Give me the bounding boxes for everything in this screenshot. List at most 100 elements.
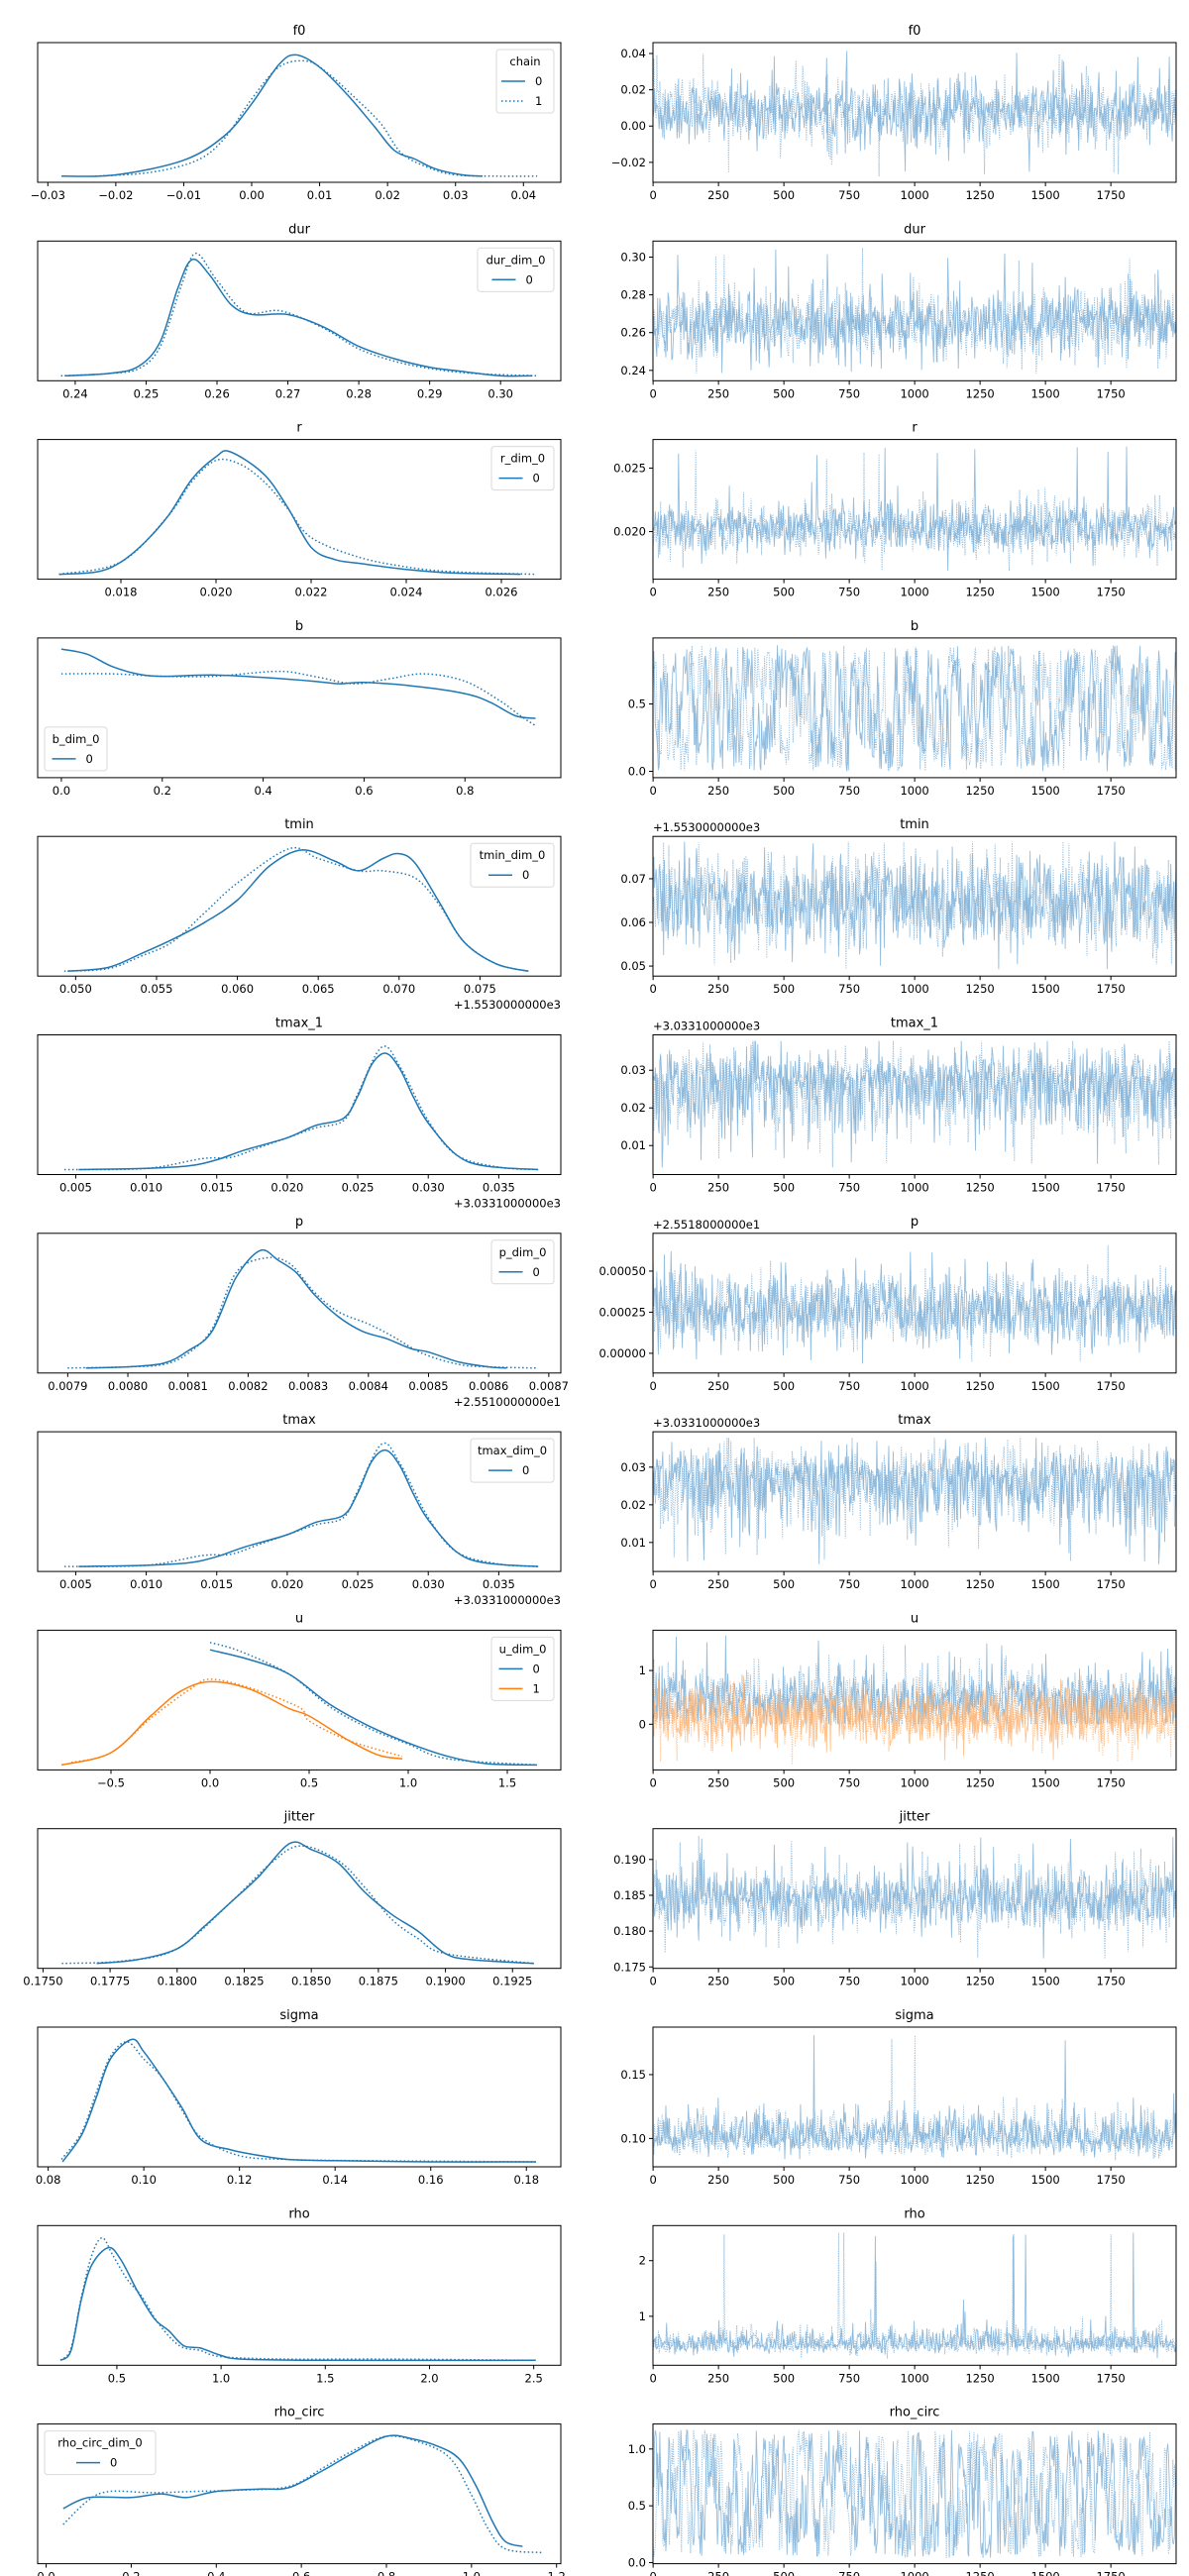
legend-title: r_dim_0 [500, 452, 545, 466]
x-tick-label: 0 [649, 1181, 656, 1195]
kde-axes-frame [37, 240, 562, 381]
x-tick-label: 0 [649, 2371, 656, 2385]
trace-axes-frame [652, 439, 1177, 581]
y-tick-label: 0.06 [620, 915, 646, 929]
x-tick-label: 0.6 [292, 2570, 310, 2576]
x-tick-label: 0 [649, 2173, 656, 2187]
y-tick-label: 0.01 [620, 1536, 646, 1550]
kde-axes-frame [37, 1629, 562, 1771]
kde-line-r-0 [58, 450, 521, 576]
x-tick-label: 0.8 [456, 784, 474, 798]
row-r: r 0.018 0.020 0.022 0.024 0.026 r_dim_0 0 r 0.020… [37, 421, 1177, 599]
trace-axes-frame [652, 1828, 1177, 1970]
x-tick-label: 1750 [1096, 386, 1125, 400]
kde-axes-frame [37, 1233, 562, 1374]
x-tick-label: 1000 [900, 1577, 928, 1591]
x-tick-label: 0.26 [204, 386, 230, 400]
legend: tmax_dim_0 0 [470, 1438, 555, 1483]
x-tick-label: 1000 [900, 188, 928, 202]
kde-panel-tmax_1: tmax_1 0.005 0.010 0.015 0.020 0.025 0.030 0.03… [37, 1017, 562, 1211]
x-offset-label: +1.5530000000e3 [454, 998, 561, 1012]
kde-line-p-1 [67, 1256, 537, 1369]
x-tick-label: 1250 [965, 2173, 994, 2187]
x-tick-label: 1000 [900, 1379, 928, 1393]
x-tick-label: 1500 [1030, 784, 1059, 798]
x-tick-label: 1250 [965, 586, 994, 599]
legend-label: 1 [535, 94, 542, 108]
x-tick-label: 1750 [1096, 586, 1125, 599]
row-tmax_1: tmax_10.005 0.010 0.015 0.020 0.025 0.030 0.03… [37, 1017, 1177, 1211]
kde-line-dur-0 [64, 258, 533, 377]
row-rho: rho 0.5 1.0 1.5 2.0 2.5 rho 1 2 0 250 500 750 1000 125… [37, 2206, 1177, 2385]
x-tick-label: 750 [838, 586, 860, 599]
x-tick-label: 250 [707, 2570, 729, 2576]
x-tick-label: 1.5 [316, 2371, 334, 2385]
trace-line-b-0-chain1 [653, 645, 1176, 772]
x-tick-label: 0.16 [418, 2173, 444, 2187]
x-tick-label: 1250 [965, 1975, 994, 1988]
x-tick-label: 0.1800 [158, 1975, 197, 1988]
kde-line-tmax-0 [78, 1449, 539, 1567]
legend-title: tmax_dim_0 [478, 1444, 547, 1457]
y-tick-label: −0.02 [611, 156, 646, 169]
x-tick-label: 0.050 [59, 982, 92, 996]
kde-panel-p: p 0.0079 0.0080 0.0081 0.0082 0.0083 0.0084 0.0… [37, 1215, 569, 1409]
kde-line-f0-1 [95, 59, 538, 177]
x-tick-label: 500 [773, 2371, 795, 2385]
x-tick-label: 0.010 [130, 1181, 162, 1195]
x-tick-label: 1500 [1030, 1775, 1059, 1789]
x-tick-label: 0.0080 [108, 1379, 148, 1393]
x-tick-label: 1250 [965, 1379, 994, 1393]
x-tick-label: 0.1825 [224, 1975, 264, 1988]
row-u: u −0.5 0.0 0.5 1.0 1.5 u_dim_0 0 1 u 0 1 0 250 500 750 1… [37, 1611, 1177, 1789]
trace-title: dur [904, 222, 925, 237]
x-tick-label: 0.8 [378, 2570, 395, 2576]
trace-panel-tmax_1: tmax_1 +3.0331000000e3 0.01 0.02 0.03 0 250 500… [620, 1017, 1177, 1195]
x-tick-label: 0.5 [300, 1775, 318, 1789]
trace-panel-u: u 0 1 0 250 500 750 1000 1250 1500 1750 [639, 1611, 1177, 1789]
kde-line-tmax_1-0 [78, 1052, 539, 1171]
x-tick-label: 1750 [1096, 188, 1125, 202]
y-tick-label: 0.03 [620, 1063, 646, 1077]
x-tick-label: 0 [649, 982, 656, 996]
x-tick-label: 2.0 [420, 2371, 438, 2385]
legend-label: 0 [526, 272, 533, 286]
y-tick-label: 0.07 [620, 872, 646, 886]
trace-line-r-0-chain1 [653, 450, 1176, 572]
kde-line-tmin-1 [63, 846, 529, 972]
y-tick-label: 0.28 [620, 288, 646, 302]
x-tick-label: 1250 [965, 982, 994, 996]
x-tick-label: 500 [773, 784, 795, 798]
legend-frame [470, 842, 555, 888]
x-tick-label: 1000 [900, 784, 928, 798]
kde-axes-frame [37, 2026, 562, 2168]
x-tick-label: −0.5 [97, 1775, 125, 1789]
x-tick-label: 0.030 [412, 1577, 445, 1591]
y-tick-label: 0.26 [620, 326, 646, 340]
x-tick-label: 0.1850 [291, 1975, 331, 1988]
x-tick-label: 250 [707, 1181, 729, 1195]
legend-frame [477, 247, 555, 292]
x-tick-label: 500 [773, 188, 795, 202]
x-tick-label: 250 [707, 386, 729, 400]
kde-title: sigma [279, 2008, 318, 2023]
trace-panel-f0: f0 −0.02 0.00 0.02 0.04 0 250 500 750 1000 1250 150… [611, 24, 1177, 202]
trace-line-p-0-chain1 [653, 1244, 1176, 1362]
x-tick-label: 0.0 [201, 1775, 219, 1789]
x-tick-label: 500 [773, 1379, 795, 1393]
x-tick-label: 1250 [965, 2570, 994, 2576]
kde-title: f0 [293, 24, 306, 39]
x-tick-label: 0.24 [62, 386, 88, 400]
y-tick-label: 0.24 [620, 364, 646, 377]
trace-line-f0-0-chain0 [653, 51, 1176, 172]
kde-panel-f0: f0 −0.03 −0.02 −0.01 0.00 0.01 0.02 0.03 0.04 cha… [31, 24, 562, 202]
x-tick-label: 500 [773, 2173, 795, 2187]
x-tick-label: 0.2 [154, 784, 171, 798]
x-tick-label: 0.25 [134, 386, 160, 400]
y-offset-label: +2.5518000000e1 [653, 1218, 760, 1232]
y-tick-label: 0.01 [620, 1138, 646, 1152]
trace-line-u-1-chain0 [653, 1674, 1176, 1761]
legend-label: 0 [86, 752, 93, 766]
